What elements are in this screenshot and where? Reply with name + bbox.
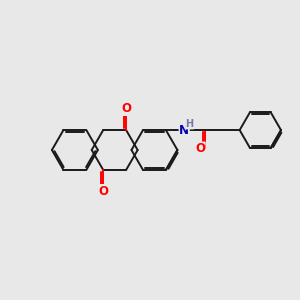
- Text: O: O: [121, 102, 131, 116]
- Text: N: N: [179, 124, 189, 136]
- Text: H: H: [185, 119, 194, 129]
- Text: O: O: [195, 142, 205, 155]
- Text: O: O: [98, 184, 108, 198]
